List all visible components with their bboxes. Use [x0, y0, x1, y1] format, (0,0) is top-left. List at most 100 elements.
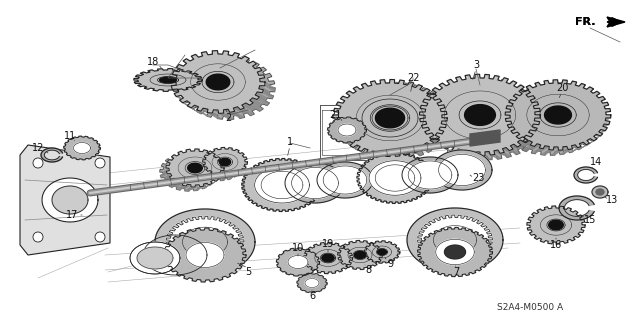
Polygon shape — [328, 117, 367, 143]
Polygon shape — [130, 242, 180, 274]
Polygon shape — [171, 51, 265, 113]
Polygon shape — [355, 251, 365, 259]
Polygon shape — [292, 167, 339, 199]
Polygon shape — [155, 209, 255, 275]
Text: 14: 14 — [590, 157, 602, 167]
Text: S2A4-M0500 A: S2A4-M0500 A — [497, 303, 563, 313]
Polygon shape — [407, 208, 503, 272]
Polygon shape — [288, 256, 308, 269]
Polygon shape — [255, 167, 309, 203]
Polygon shape — [333, 79, 447, 157]
Polygon shape — [436, 239, 474, 265]
Text: 10: 10 — [292, 243, 304, 253]
Text: 18: 18 — [147, 57, 159, 67]
Polygon shape — [166, 149, 224, 187]
Text: 19: 19 — [322, 239, 334, 249]
Polygon shape — [574, 167, 598, 183]
Polygon shape — [505, 80, 611, 150]
Polygon shape — [559, 196, 594, 220]
Polygon shape — [206, 74, 230, 90]
Polygon shape — [548, 220, 563, 230]
Text: 1: 1 — [287, 137, 293, 147]
Polygon shape — [376, 108, 404, 128]
Polygon shape — [20, 145, 110, 255]
Polygon shape — [596, 189, 604, 195]
Polygon shape — [276, 248, 319, 276]
Polygon shape — [364, 241, 400, 263]
Polygon shape — [433, 226, 477, 254]
Polygon shape — [417, 215, 492, 265]
Text: 15: 15 — [584, 215, 596, 225]
Polygon shape — [338, 83, 452, 160]
Polygon shape — [137, 247, 173, 269]
Polygon shape — [338, 241, 383, 270]
Circle shape — [95, 232, 105, 242]
Polygon shape — [357, 152, 433, 204]
Polygon shape — [545, 106, 572, 124]
Polygon shape — [181, 57, 275, 119]
Polygon shape — [592, 186, 608, 198]
Text: 16: 16 — [550, 240, 562, 250]
Polygon shape — [63, 136, 100, 160]
Polygon shape — [242, 159, 323, 211]
Polygon shape — [527, 206, 585, 244]
Polygon shape — [438, 154, 485, 186]
Polygon shape — [426, 78, 547, 160]
Polygon shape — [432, 150, 492, 190]
Text: FR.: FR. — [575, 17, 596, 27]
Polygon shape — [322, 254, 334, 262]
Polygon shape — [417, 227, 492, 277]
Polygon shape — [42, 178, 98, 222]
Polygon shape — [164, 228, 246, 282]
Circle shape — [33, 232, 43, 242]
Polygon shape — [303, 242, 353, 274]
Polygon shape — [41, 148, 63, 162]
Text: 22: 22 — [407, 73, 419, 83]
Text: 6: 6 — [309, 291, 315, 301]
Polygon shape — [607, 17, 625, 27]
Polygon shape — [297, 273, 327, 293]
Polygon shape — [317, 162, 373, 198]
Polygon shape — [182, 227, 227, 257]
Polygon shape — [261, 171, 303, 199]
Polygon shape — [378, 249, 387, 255]
Polygon shape — [159, 77, 177, 83]
Text: 20: 20 — [556, 83, 568, 93]
Circle shape — [95, 158, 105, 168]
Text: 5: 5 — [245, 267, 251, 277]
Polygon shape — [408, 161, 452, 189]
Text: 11: 11 — [64, 131, 76, 141]
Polygon shape — [74, 143, 90, 153]
Polygon shape — [375, 165, 415, 191]
Polygon shape — [220, 158, 230, 166]
Text: 21: 21 — [329, 110, 341, 120]
Polygon shape — [402, 157, 458, 193]
Polygon shape — [186, 242, 224, 268]
Polygon shape — [52, 186, 88, 214]
Text: 9: 9 — [387, 259, 393, 269]
Polygon shape — [323, 166, 367, 194]
Text: 3: 3 — [473, 60, 479, 70]
Text: 13: 13 — [606, 195, 618, 205]
Text: FR.: FR. — [575, 17, 595, 27]
Polygon shape — [465, 105, 495, 125]
Polygon shape — [188, 163, 202, 173]
Text: 23: 23 — [472, 173, 484, 183]
Polygon shape — [305, 278, 319, 287]
Polygon shape — [160, 153, 218, 191]
Text: 12: 12 — [32, 143, 44, 153]
Polygon shape — [338, 124, 356, 136]
Polygon shape — [419, 74, 541, 156]
Text: 17: 17 — [66, 210, 78, 220]
Text: 8: 8 — [365, 265, 371, 275]
Polygon shape — [497, 85, 603, 155]
Polygon shape — [166, 216, 244, 268]
Text: 7: 7 — [453, 267, 459, 277]
Polygon shape — [470, 130, 500, 146]
Circle shape — [33, 158, 43, 168]
Polygon shape — [203, 147, 248, 176]
Text: 2: 2 — [225, 113, 231, 123]
Polygon shape — [198, 152, 243, 181]
Polygon shape — [369, 161, 421, 195]
Polygon shape — [445, 245, 465, 259]
